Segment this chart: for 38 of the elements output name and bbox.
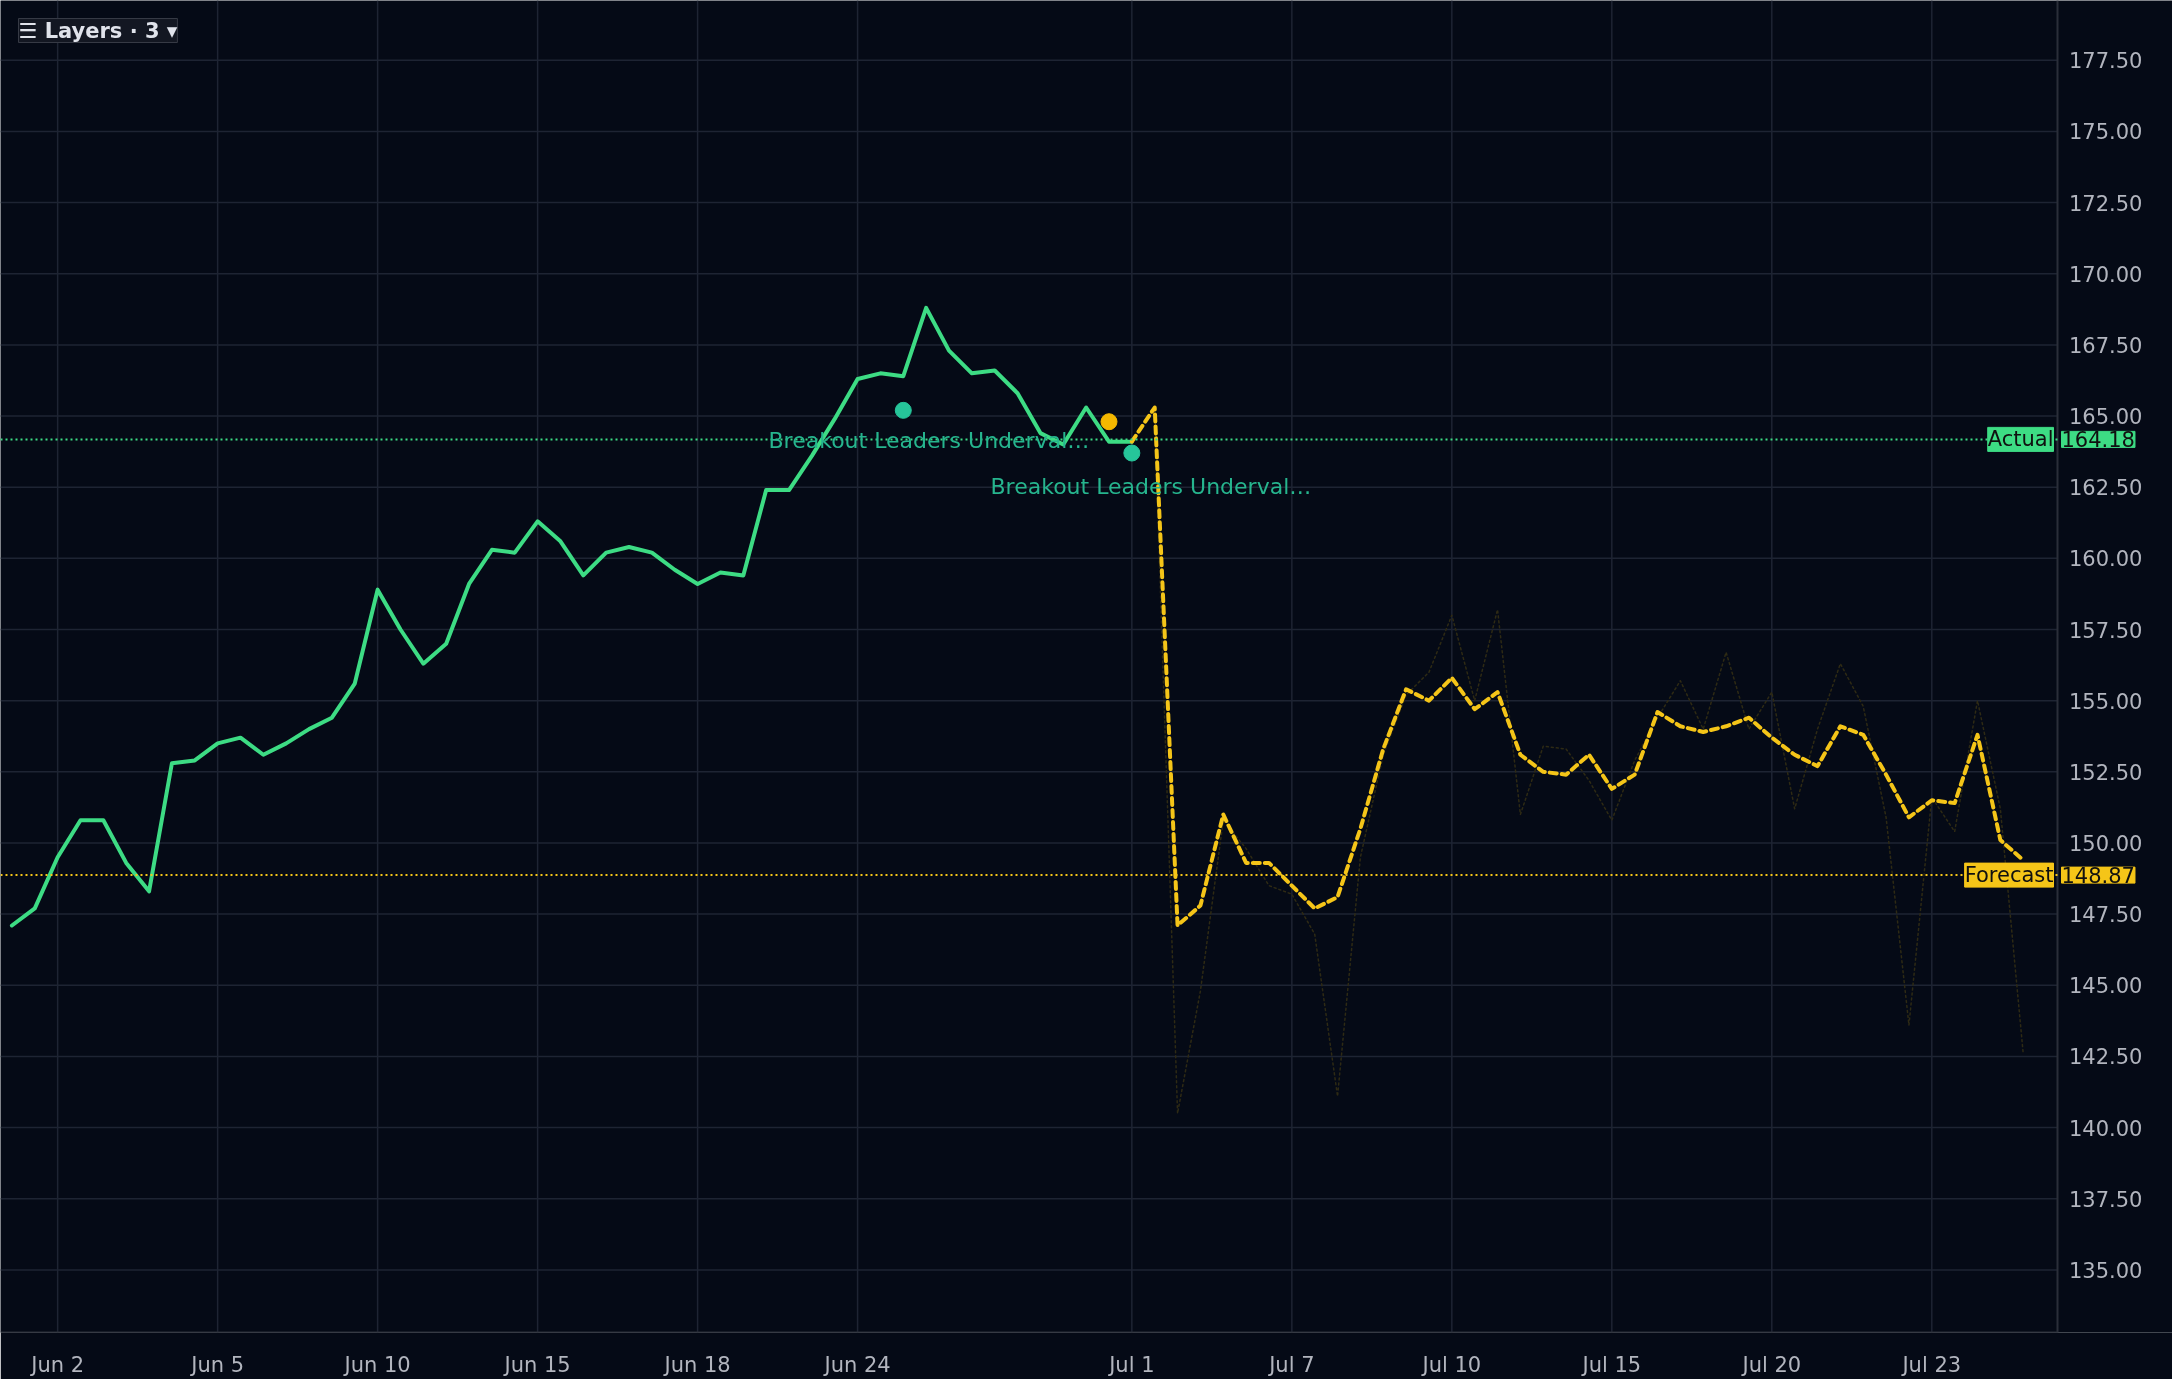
y-tick-label: 145.00 — [2069, 974, 2143, 999]
x-tick-label: Jul 7 — [1267, 1352, 1315, 1377]
y-tick-label: 157.50 — [2069, 618, 2143, 643]
y-tick-label: 155.00 — [2069, 689, 2143, 714]
text: 164.18 — [2061, 428, 2135, 453]
ref-line-label: Forecast — [1964, 863, 2054, 888]
y-tick-label: 140.00 — [2069, 1116, 2143, 1141]
y-tick-label: 150.00 — [2069, 831, 2143, 856]
y-tick-label: 142.50 — [2069, 1045, 2143, 1070]
y-tick-label: 137.50 — [2069, 1187, 2143, 1212]
x-tick-label: Jul 10 — [1420, 1352, 1482, 1377]
y-tick-label: 160.00 — [2069, 547, 2143, 572]
y-tick-label: 167.50 — [2069, 333, 2143, 358]
x-tick-label: Jul 1 — [1107, 1352, 1155, 1377]
y-tick-label: 162.50 — [2069, 476, 2143, 501]
x-tick-label: Jun 5 — [189, 1352, 245, 1377]
point — [1100, 413, 1118, 431]
ref-line-label: Actual — [1987, 427, 2054, 452]
x-tick-label: Jun 2 — [29, 1352, 85, 1377]
y-tick-label: 152.50 — [2069, 760, 2143, 785]
y-tick-label: 172.50 — [2069, 191, 2143, 216]
x-tick-label: Jun 18 — [662, 1352, 731, 1377]
x-tick-label: Jun 10 — [342, 1352, 411, 1377]
y-tick-label: 177.50 — [2069, 49, 2143, 74]
y-tick-label: 147.50 — [2069, 903, 2143, 928]
point — [894, 401, 912, 419]
point — [1123, 444, 1141, 462]
text: 148.87 — [2061, 864, 2135, 889]
annotation: ☰ Layers · 3 ▾ — [18, 18, 178, 43]
y-tick-label: 135.00 — [2069, 1258, 2143, 1283]
y-tick-label: 165.00 — [2069, 405, 2143, 430]
x-tick-label: Jun 15 — [502, 1352, 571, 1377]
x-tick-label: Jul 15 — [1580, 1352, 1642, 1377]
x-tick-label: Jul 23 — [1900, 1352, 1962, 1377]
x-tick-label: Jun 24 — [822, 1352, 891, 1377]
y-tick-label: 175.00 — [2069, 120, 2143, 145]
x-tick-label: Jul 20 — [1740, 1352, 1802, 1377]
y-tick-label: 170.00 — [2069, 262, 2143, 287]
